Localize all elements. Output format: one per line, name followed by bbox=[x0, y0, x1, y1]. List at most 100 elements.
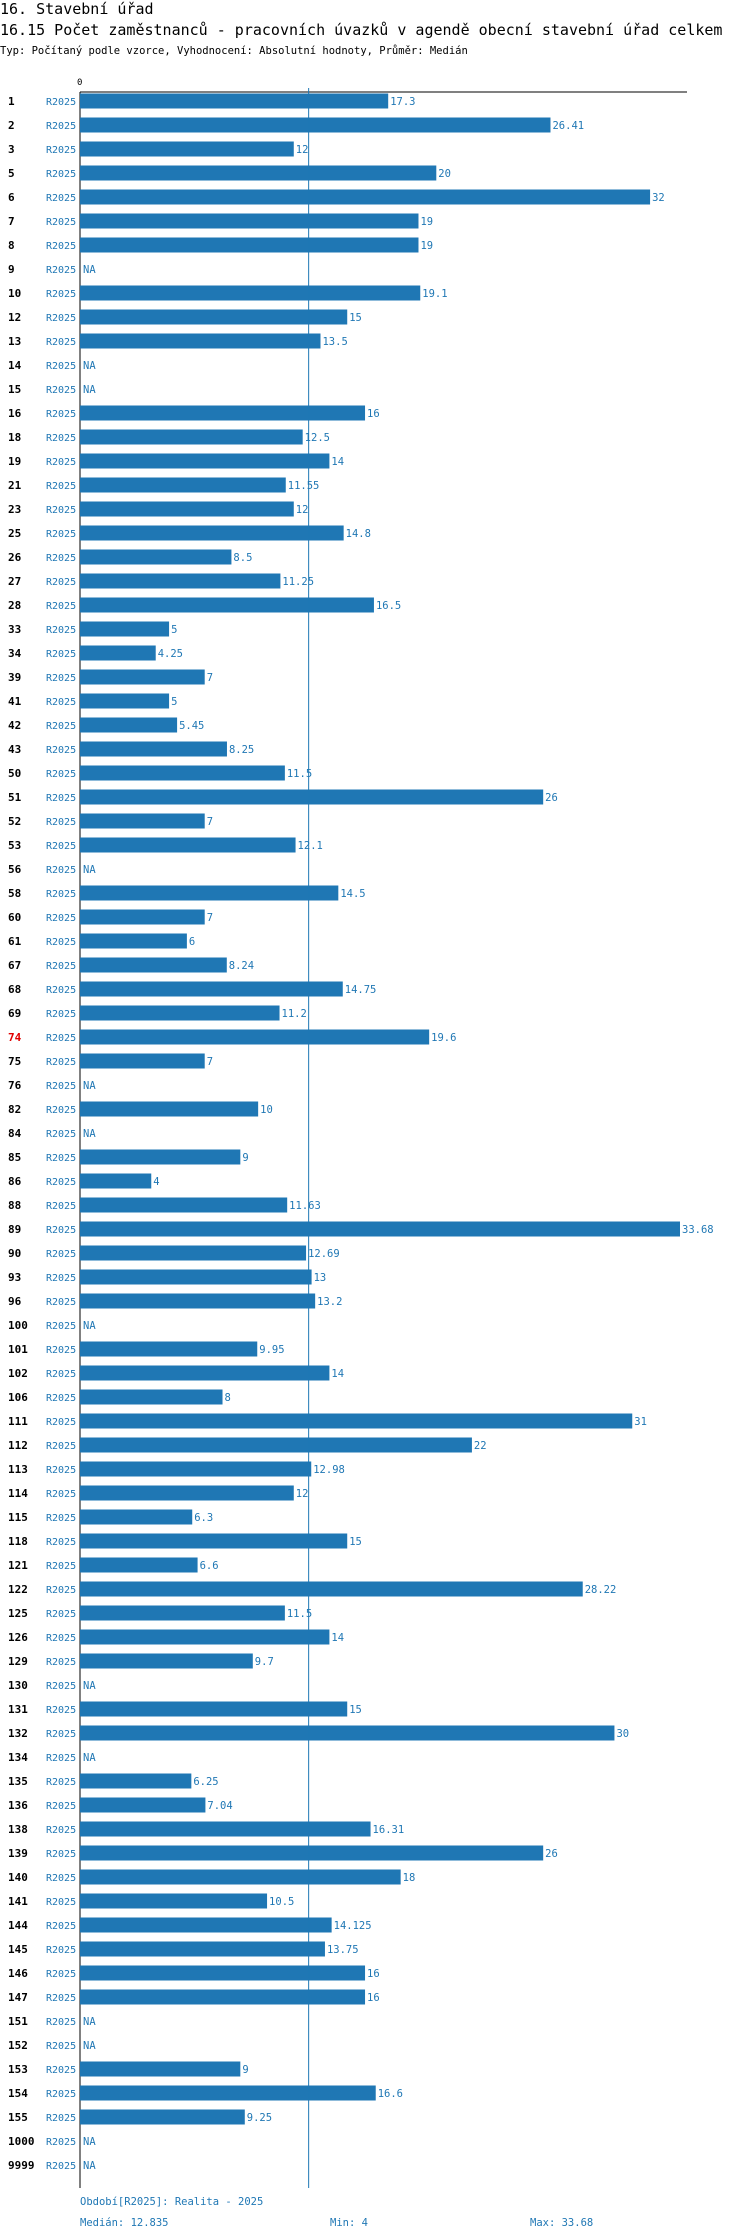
bar bbox=[80, 765, 285, 781]
category-label: 152 bbox=[8, 2039, 28, 2052]
value-label: 8.24 bbox=[229, 960, 254, 972]
value-label: 16 bbox=[367, 408, 380, 420]
value-label: 13 bbox=[314, 1272, 327, 1284]
period-label: R2025 bbox=[46, 1033, 76, 1044]
category-label: 33 bbox=[8, 623, 21, 636]
period-label: R2025 bbox=[46, 2089, 76, 2100]
value-label: 18 bbox=[403, 1872, 416, 1884]
value-label: NA bbox=[83, 864, 96, 876]
value-label: 5.45 bbox=[179, 720, 204, 732]
period-label: R2025 bbox=[46, 1153, 76, 1164]
period-label: R2025 bbox=[46, 1897, 76, 1908]
bar bbox=[80, 597, 374, 613]
category-label: 12 bbox=[8, 311, 21, 324]
period-label: R2025 bbox=[46, 1609, 76, 1620]
category-label: 28 bbox=[8, 599, 21, 612]
value-label: 14 bbox=[331, 1632, 344, 1644]
category-label: 136 bbox=[8, 1799, 28, 1812]
category-label: 102 bbox=[8, 1367, 28, 1380]
category-label: 131 bbox=[8, 1703, 28, 1716]
bar bbox=[80, 213, 419, 229]
value-label: 14.125 bbox=[334, 1920, 372, 1932]
value-label: NA bbox=[83, 1080, 96, 1092]
category-label: 2 bbox=[8, 119, 15, 132]
bar bbox=[80, 1869, 401, 1885]
period-label: R2025 bbox=[46, 1657, 76, 1668]
bar bbox=[80, 1821, 371, 1837]
value-label: 26 bbox=[545, 792, 558, 804]
category-label: 154 bbox=[8, 2087, 28, 2100]
bar bbox=[80, 1341, 258, 1357]
period-label: R2025 bbox=[46, 1369, 76, 1380]
category-label: 6 bbox=[8, 191, 15, 204]
value-label: NA bbox=[83, 360, 96, 372]
value-label: 30 bbox=[616, 1728, 629, 1740]
value-label: 7 bbox=[207, 672, 213, 684]
bar bbox=[80, 837, 296, 853]
bar bbox=[80, 1533, 348, 1549]
zero-tick-label: 0 bbox=[77, 78, 82, 88]
period-label: R2025 bbox=[46, 721, 76, 732]
period-label: R2025 bbox=[46, 145, 76, 156]
category-label: 145 bbox=[8, 1943, 28, 1956]
bar bbox=[80, 1845, 544, 1861]
bar bbox=[80, 1245, 307, 1261]
bar bbox=[80, 813, 205, 829]
category-label: 153 bbox=[8, 2063, 28, 2076]
bar bbox=[80, 789, 544, 805]
bar bbox=[80, 1365, 330, 1381]
value-label: 8 bbox=[225, 1392, 231, 1404]
category-label: 118 bbox=[8, 1535, 28, 1548]
period-label: R2025 bbox=[46, 1249, 76, 1260]
bar bbox=[80, 141, 294, 157]
category-label: 68 bbox=[8, 983, 21, 996]
category-label: 43 bbox=[8, 743, 21, 756]
chart-title: 16.15 Počet zaměstnanců - pracovních úva… bbox=[0, 21, 723, 39]
bar bbox=[80, 717, 178, 733]
period-label: R2025 bbox=[46, 1969, 76, 1980]
category-label: 52 bbox=[8, 815, 21, 828]
category-label: 76 bbox=[8, 1079, 22, 1092]
bar bbox=[80, 1149, 241, 1165]
bar bbox=[80, 1917, 332, 1933]
period-label: R2025 bbox=[46, 2137, 76, 2148]
bar bbox=[80, 1653, 253, 1669]
period-label: R2025 bbox=[46, 1225, 76, 1236]
value-label: 26 bbox=[545, 1848, 558, 1860]
category-label: 89 bbox=[8, 1223, 21, 1236]
bar bbox=[80, 1005, 280, 1021]
category-label: 1 bbox=[8, 95, 15, 108]
bar bbox=[80, 453, 330, 469]
value-label: 12.5 bbox=[305, 432, 330, 444]
bar bbox=[80, 1941, 325, 1957]
category-label: 122 bbox=[8, 1583, 28, 1596]
value-label: 31 bbox=[634, 1416, 647, 1428]
value-label: 10.5 bbox=[269, 1896, 294, 1908]
value-label: NA bbox=[83, 2160, 96, 2172]
bar bbox=[80, 1509, 193, 1525]
category-label: 14 bbox=[8, 359, 22, 372]
value-label: 13.5 bbox=[322, 336, 347, 348]
category-label: 114 bbox=[8, 1487, 28, 1500]
value-label: 28.22 bbox=[585, 1584, 617, 1596]
bar bbox=[80, 1101, 259, 1117]
period-label: R2025 bbox=[46, 2041, 76, 2052]
period-label: R2025 bbox=[46, 961, 76, 972]
labels-layer: 1 R2025 17.32 R2025 26.413 R2025 125 R2025 206 R2… bbox=[8, 95, 714, 2172]
footer-median: Medián: 12.835 bbox=[80, 2217, 169, 2229]
bar bbox=[80, 1293, 316, 1309]
period-label: R2025 bbox=[46, 817, 76, 828]
category-label: 140 bbox=[8, 1871, 28, 1884]
value-label: 14.8 bbox=[346, 528, 371, 540]
bar bbox=[80, 957, 227, 973]
period-label: R2025 bbox=[46, 1105, 76, 1116]
category-label: 15 bbox=[8, 383, 21, 396]
period-label: R2025 bbox=[46, 889, 76, 900]
period-label: R2025 bbox=[46, 169, 76, 180]
category-label: 16 bbox=[8, 407, 22, 420]
bar bbox=[80, 165, 437, 181]
value-label: 19 bbox=[420, 240, 433, 252]
period-label: R2025 bbox=[46, 793, 76, 804]
category-label: 51 bbox=[8, 791, 22, 804]
